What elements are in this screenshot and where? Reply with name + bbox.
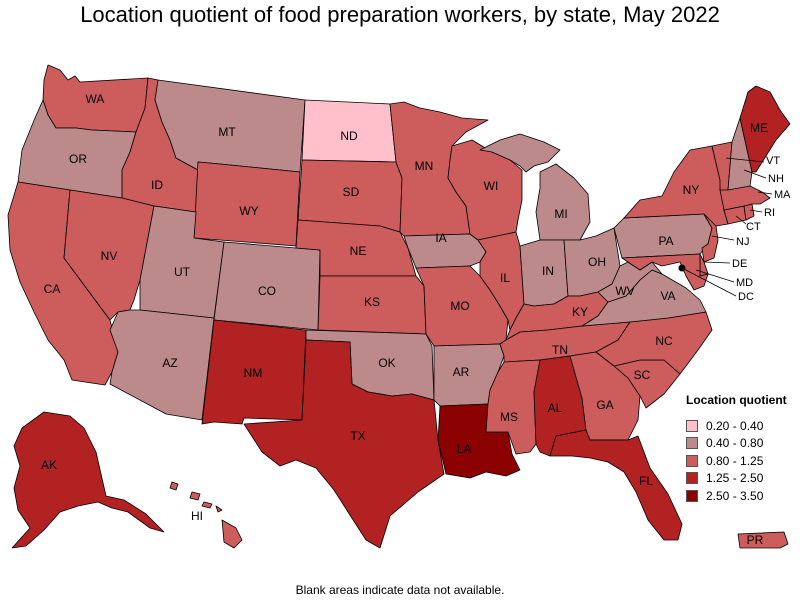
label-CA: CA [44,282,61,296]
state-ME[interactable] [739,85,791,173]
state-MI[interactable] [479,133,591,241]
label-NV: NV [101,249,118,263]
label-IL: IL [500,271,510,285]
label-MT: MT [218,125,236,139]
legend-swatch [686,454,698,467]
label-NE: NE [350,244,367,258]
label-CT: CT [746,221,761,233]
label-FL: FL [639,474,653,488]
label-SD: SD [343,185,360,199]
label-WY: WY [239,204,258,218]
legend-item: 2.50 - 3.50 [686,487,796,505]
label-IN: IN [542,264,554,278]
legend-item: 1.25 - 2.50 [686,470,796,488]
leader-RI [749,209,763,213]
legend-label: 0.40 - 0.80 [706,436,764,451]
legend-swatch [686,472,698,485]
label-NH: NH [768,173,784,185]
footnote: Blank areas indicate data not available. [295,583,505,597]
label-VA: VA [660,289,675,303]
label-PA: PA [658,234,673,248]
label-MO: MO [450,299,469,313]
legend-item: 0.20 - 0.40 [686,417,796,435]
legend-label: 0.80 - 1.25 [706,453,764,468]
label-KY: KY [572,305,588,319]
leader-DC [681,267,737,297]
state-FL[interactable] [549,429,683,541]
label-MI: MI [554,207,567,221]
label-AK: AK [41,458,57,472]
legend-label: 1.25 - 2.50 [706,471,764,486]
label-RI: RI [764,207,775,219]
label-MN: MN [415,159,434,173]
label-OK: OK [378,356,395,370]
legend: Location quotient 0.20 - 0.40 0.40 - 0.8… [686,393,796,505]
label-WV: WV [615,284,634,298]
state-MA[interactable] [719,185,771,211]
leader-MA [757,191,773,195]
legend-item: 0.40 - 0.80 [686,435,796,453]
label-AR: AR [453,365,470,379]
label-MS: MS [500,410,518,424]
state-NY[interactable] [623,145,729,229]
state-TX[interactable] [243,339,445,549]
leader-NH [743,169,767,179]
label-MA: MA [774,189,791,201]
label-GA: GA [596,398,613,412]
state-NM[interactable] [201,319,307,425]
label-IA: IA [435,231,446,245]
label-SC: SC [634,368,651,382]
label-VT: VT [766,155,780,167]
legend-label: 2.50 - 3.50 [706,488,764,503]
leader-NJ [711,235,735,241]
label-NY: NY [683,183,700,197]
label-KS: KS [364,295,380,309]
state-MO[interactable] [415,265,509,347]
label-PR: PR [747,533,764,547]
label-OH: OH [588,255,606,269]
leader-DE [703,261,731,264]
leader-VT [725,157,765,163]
state-HI[interactable] [169,481,243,549]
legend-item: 0.80 - 1.25 [686,452,796,470]
label-CO: CO [258,284,276,298]
label-ID: ID [151,178,163,192]
label-OR: OR [69,152,87,166]
legend-label: 0.20 - 0.40 [706,418,764,433]
label-ME: ME [750,121,768,135]
label-NJ: NJ [736,236,749,248]
label-WA: WA [86,92,105,106]
state-RI[interactable] [743,203,755,221]
legend-title: Location quotient [686,393,787,407]
state-NV[interactable] [63,189,155,321]
label-HI: HI [191,509,203,523]
leader-MD [695,269,735,283]
label-MD: MD [736,277,753,289]
label-UT: UT [174,265,191,279]
label-TX: TX [350,429,365,443]
label-TN: TN [552,343,568,357]
label-ND: ND [340,129,358,143]
state-MD[interactable] [621,253,709,291]
label-NM: NM [244,366,263,380]
legend-swatch [686,419,698,432]
legend-swatch [686,437,698,450]
label-AL: AL [548,401,563,415]
map-title: Location quotient of food preparation wo… [80,2,720,27]
leader-CT [735,215,747,225]
label-WI: WI [484,179,499,193]
label-NC: NC [655,334,673,348]
label-AZ: AZ [162,356,177,370]
legend-swatch [686,489,698,502]
state-WV[interactable] [597,261,663,303]
state-PR[interactable] [737,531,789,549]
label-LA: LA [457,442,472,456]
label-DE: DE [732,258,747,270]
label-DC: DC [738,291,754,303]
state-AK[interactable] [11,411,165,549]
